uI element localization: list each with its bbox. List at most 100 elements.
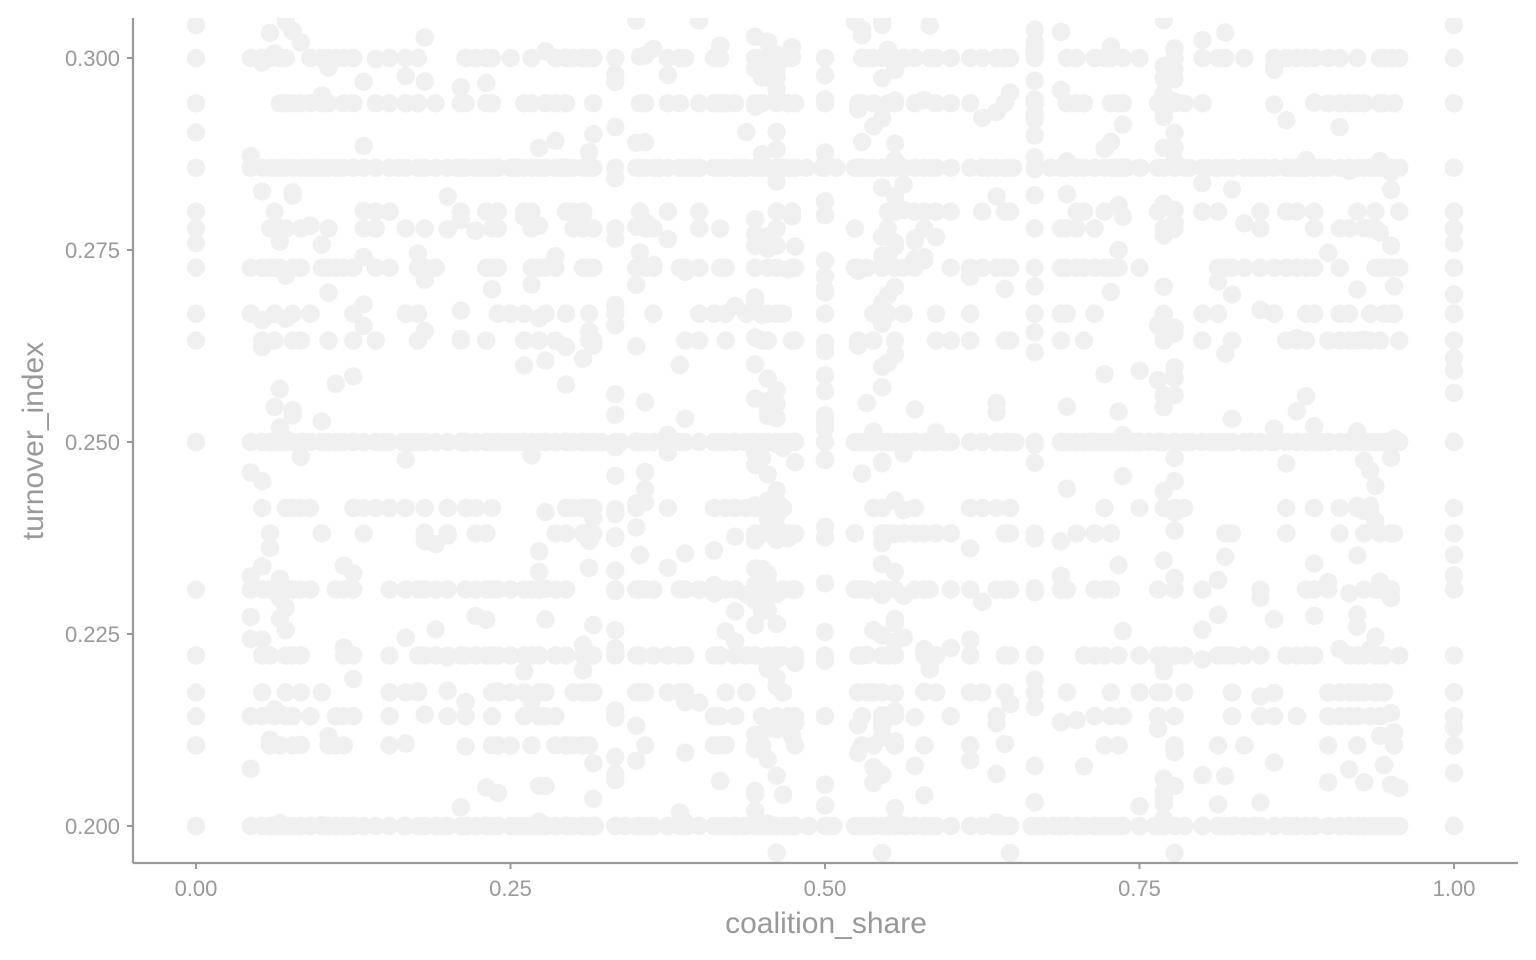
data-point xyxy=(438,498,457,518)
data-point xyxy=(987,764,1006,784)
data-point xyxy=(745,59,765,78)
y-tick-label: 0.300 xyxy=(65,46,120,71)
data-point xyxy=(1305,498,1324,518)
data-point xyxy=(1225,816,1244,836)
data-point xyxy=(408,244,428,263)
data-point xyxy=(1296,387,1316,406)
data-point xyxy=(529,812,549,831)
data-point xyxy=(451,798,470,817)
data-point xyxy=(1378,816,1398,836)
data-point xyxy=(556,94,576,113)
data-point xyxy=(1154,498,1173,518)
data-point xyxy=(1355,330,1374,350)
data-point xyxy=(885,798,905,818)
data-point xyxy=(627,432,646,451)
data-point xyxy=(636,493,655,512)
data-point xyxy=(1222,524,1242,543)
data-point xyxy=(584,508,603,528)
data-point xyxy=(241,463,260,482)
data-point xyxy=(745,288,765,307)
data-point xyxy=(745,27,765,46)
data-point xyxy=(644,304,663,323)
data-point xyxy=(573,661,593,680)
data-point xyxy=(1101,524,1121,543)
data-point xyxy=(1235,214,1254,233)
data-point xyxy=(1095,646,1114,665)
data-point xyxy=(926,524,946,543)
data-point xyxy=(987,187,1006,206)
data-point xyxy=(1025,159,1044,179)
data-point xyxy=(253,498,272,518)
data-point xyxy=(291,447,310,467)
data-point xyxy=(556,524,576,543)
data-point xyxy=(1251,258,1270,277)
data-point xyxy=(438,648,457,667)
data-point xyxy=(973,202,992,221)
data-point xyxy=(573,635,593,655)
data-point xyxy=(186,18,206,35)
data-point xyxy=(745,389,765,408)
data-point xyxy=(878,353,898,372)
data-point xyxy=(291,33,310,52)
data-point xyxy=(782,207,802,226)
data-point xyxy=(466,221,485,240)
data-point xyxy=(556,646,576,665)
data-point xyxy=(636,480,655,499)
data-point xyxy=(522,275,541,294)
data-point xyxy=(1444,158,1464,177)
data-point xyxy=(1384,304,1404,323)
data-point xyxy=(1000,524,1020,543)
data-point xyxy=(380,498,399,518)
data-point xyxy=(815,192,835,211)
data-point xyxy=(291,735,310,754)
data-point xyxy=(1060,432,1079,452)
data-point xyxy=(973,48,992,68)
data-point xyxy=(1154,683,1173,702)
data-point xyxy=(926,48,946,68)
y-axis-ticks: 0.200 0.225 0.250 0.275 0.300 xyxy=(65,46,133,839)
data-point xyxy=(848,716,868,735)
data-point xyxy=(785,653,805,673)
data-point xyxy=(658,816,677,836)
data-point xyxy=(1390,331,1409,350)
data-point xyxy=(1057,185,1077,204)
data-point xyxy=(885,524,905,543)
data-point xyxy=(389,158,408,177)
data-point xyxy=(658,425,677,445)
data-point xyxy=(1265,683,1284,703)
data-point xyxy=(926,228,946,247)
data-point xyxy=(1165,123,1184,143)
data-point xyxy=(1384,277,1404,296)
data-point xyxy=(1085,524,1104,543)
data-point xyxy=(1444,498,1464,518)
data-point xyxy=(1384,94,1404,113)
data-point xyxy=(1025,219,1044,238)
data-point xyxy=(186,683,206,702)
data-point xyxy=(1285,816,1304,836)
data-point xyxy=(745,531,765,550)
data-point xyxy=(941,580,960,599)
data-point xyxy=(373,432,392,452)
data-point xyxy=(636,133,655,152)
data-point xyxy=(522,736,541,755)
data-point xyxy=(894,175,913,194)
data-point xyxy=(1235,48,1254,68)
data-point xyxy=(767,843,786,863)
data-point xyxy=(926,158,946,177)
data-point xyxy=(1444,580,1464,599)
data-point xyxy=(1165,138,1184,157)
data-point xyxy=(415,498,434,518)
data-point xyxy=(1444,524,1464,543)
data-point xyxy=(1287,328,1307,348)
data-point xyxy=(536,502,555,522)
data-point xyxy=(1355,524,1374,543)
data-point xyxy=(1025,304,1044,323)
data-point xyxy=(1355,773,1374,792)
data-point xyxy=(1075,816,1095,836)
data-point xyxy=(1095,498,1114,518)
data-point xyxy=(1216,344,1235,363)
data-point xyxy=(731,158,750,177)
data-point xyxy=(906,158,925,177)
y-tick-label: 0.225 xyxy=(65,622,120,647)
data-point xyxy=(584,258,603,277)
